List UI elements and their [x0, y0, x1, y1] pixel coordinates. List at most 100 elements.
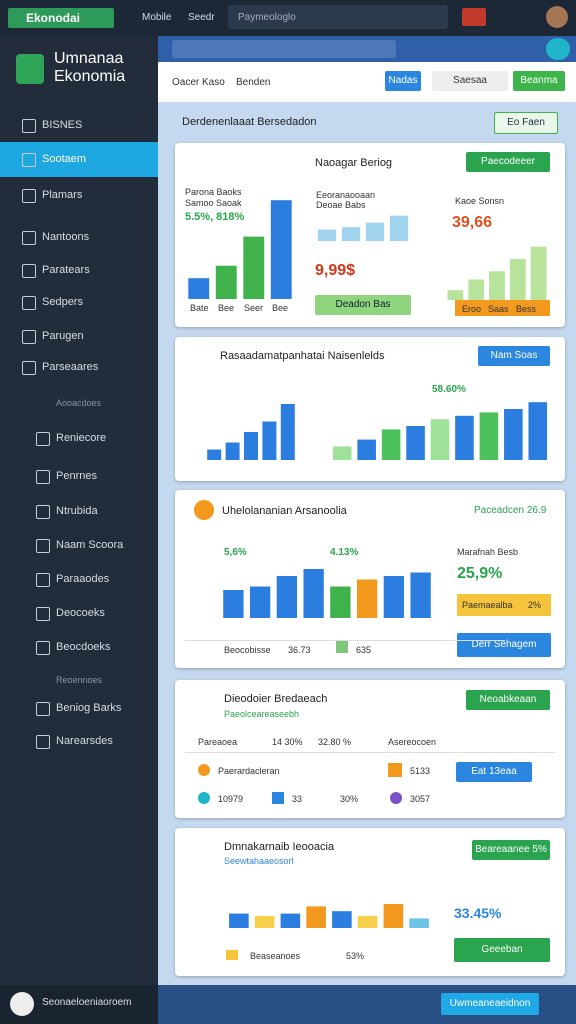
legend: Beaseanoes [250, 951, 301, 961]
logo [16, 54, 44, 84]
nav-item[interactable]: Narearsdes [56, 735, 113, 747]
nav-item[interactable]: Ntrubida [56, 505, 98, 517]
bar [410, 572, 431, 618]
cell: 14 30% [272, 737, 303, 747]
nav-item[interactable]: Naam Scoora [56, 539, 124, 551]
x-label: Bee [218, 303, 235, 313]
bar [330, 586, 351, 618]
nav-item[interactable]: Parugen [42, 330, 84, 342]
avatar[interactable] [546, 6, 568, 28]
nav-item[interactable]: Beniog Barks [56, 702, 122, 714]
bar [430, 419, 450, 460]
button[interactable]: Derr Sehagem [457, 633, 551, 657]
button[interactable]: Geeeban [454, 938, 550, 962]
nav-icon [22, 231, 36, 245]
value: 5,6% [224, 547, 247, 558]
divider [185, 640, 505, 641]
app-badge [8, 8, 114, 28]
active-item [0, 142, 158, 177]
swatch [272, 792, 284, 804]
bar [188, 278, 210, 299]
search-box[interactable] [228, 5, 448, 29]
button[interactable]: Beanma [513, 71, 565, 91]
nav-item[interactable]: Deocoeks [56, 607, 105, 619]
button[interactable]: Saesaa [432, 71, 508, 91]
breadcrumb[interactable]: Benden [236, 77, 271, 88]
icon[interactable] [462, 8, 486, 26]
icon [198, 764, 210, 776]
tab[interactable]: Mobile [142, 12, 172, 23]
bar [447, 290, 464, 300]
nav-icon [22, 361, 36, 375]
nav-icon [36, 735, 50, 749]
x-label: Saas [488, 304, 509, 314]
subtitle: Seewtahaaeosorl [224, 856, 294, 866]
nav-item[interactable]: Reniecore [56, 432, 107, 444]
main-search[interactable] [172, 40, 396, 58]
card-title: Naoagar Beriog [315, 157, 393, 169]
bar [504, 409, 523, 460]
cell: Pareaoea [198, 737, 238, 747]
bar-chart [207, 404, 295, 460]
button[interactable]: Uwmeaneaeidnon [441, 993, 539, 1015]
breadcrumb[interactable]: Oacer Kaso [172, 77, 225, 88]
value: 5.5%, 818% [185, 211, 245, 223]
nav-icon [22, 119, 36, 133]
nav-section: Reoennoes [56, 675, 103, 685]
label: Kaoe Sonsn [455, 196, 505, 206]
nav-item[interactable]: BISNES [42, 119, 83, 131]
button[interactable]: Beareaanee 5% [472, 840, 550, 860]
nav-item[interactable]: Paraaodes [56, 573, 110, 585]
bar [306, 906, 326, 928]
value: 33.45% [454, 905, 502, 921]
swatch [336, 641, 348, 653]
swatch [388, 763, 402, 777]
bar-chart [317, 215, 409, 241]
nav-icon [36, 641, 50, 655]
nav-item[interactable]: Sedpers [42, 296, 83, 308]
value: 53% [346, 951, 365, 961]
bar-strip [455, 300, 550, 316]
icon-button[interactable] [546, 38, 570, 60]
bar [468, 279, 485, 300]
bar [409, 918, 429, 928]
nav-icon [36, 539, 50, 553]
bar [243, 236, 265, 299]
button[interactable]: Paecodeeer [466, 152, 550, 172]
nav-item[interactable]: Nantoons [42, 231, 90, 243]
progress-bar [457, 594, 551, 616]
bar [383, 576, 405, 618]
nav-item[interactable]: Penrnes [56, 470, 97, 482]
cell: 5133 [410, 766, 431, 776]
bar-chart [332, 402, 548, 460]
nav-section: Aooacdoes [56, 398, 102, 408]
bar [244, 432, 258, 460]
nav-item[interactable]: Sootaem [42, 153, 87, 165]
button[interactable]: Nam Soas [478, 346, 550, 366]
page-title: Derdenenlaaat Bersedadon [182, 116, 317, 128]
bar [479, 412, 499, 460]
nav-item[interactable]: Beocdoeks [56, 641, 111, 653]
nav-item[interactable]: Plamars [42, 189, 83, 201]
button[interactable]: Deadon Bas [315, 295, 411, 315]
nav-item[interactable]: Parseaares [42, 361, 99, 373]
button[interactable]: Nadas [385, 71, 421, 91]
bar [225, 442, 240, 460]
bar [249, 586, 271, 618]
bar [357, 439, 376, 460]
nav-item[interactable]: Paratears [42, 264, 90, 276]
brand: Umnanaa Ekonomia [54, 50, 126, 85]
button[interactable]: Neoabkeaan [466, 690, 550, 710]
cell: Asereocoen [388, 737, 437, 747]
tab[interactable]: Seedr [188, 12, 215, 23]
bar [254, 916, 275, 928]
x-label: Eroo [462, 304, 482, 314]
search-text: Paymeologlo [238, 12, 296, 23]
button[interactable]: Eo Faen [494, 112, 558, 134]
bar [207, 449, 222, 460]
bar [280, 913, 301, 928]
swatch [226, 950, 238, 960]
bar [365, 222, 385, 241]
button[interactable]: Eat 13eaa [456, 762, 532, 782]
